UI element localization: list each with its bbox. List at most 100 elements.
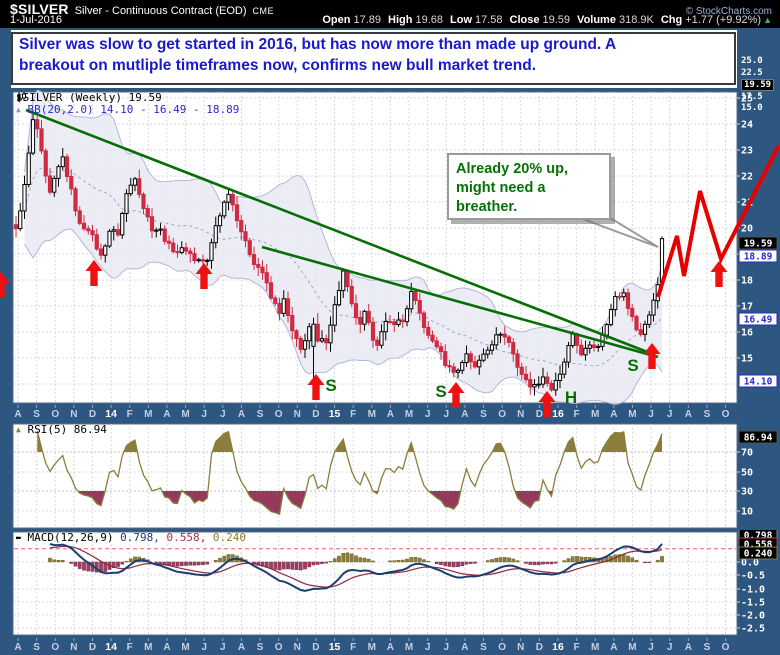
macd-hist-value: 0.240 xyxy=(212,531,247,544)
svg-text:16: 16 xyxy=(741,328,753,339)
candlestick xyxy=(107,230,112,247)
candlestick xyxy=(64,156,70,178)
chg-value: +1.77 (+9.92%) xyxy=(685,14,762,26)
svg-text:J: J xyxy=(443,409,449,420)
axis-value-box: 16.49 xyxy=(738,312,778,326)
candlestick xyxy=(387,320,393,323)
candlestick xyxy=(77,210,82,224)
note-axis-tick: 25.0 xyxy=(741,56,763,66)
volume-value: 318.9K xyxy=(618,14,654,26)
svg-text:-0.5: -0.5 xyxy=(741,571,765,582)
svg-text:N: N xyxy=(294,409,301,420)
svg-text:M: M xyxy=(591,642,599,653)
bollinger-band xyxy=(24,90,662,405)
candlestick xyxy=(540,376,546,385)
candlestick xyxy=(426,326,431,336)
candlestick xyxy=(294,330,299,340)
svg-text:A: A xyxy=(685,642,692,653)
svg-text:J: J xyxy=(667,642,673,653)
svg-text:M: M xyxy=(368,642,376,653)
svg-text:23: 23 xyxy=(741,146,753,157)
candlestick xyxy=(438,346,444,353)
candlestick xyxy=(477,359,482,368)
candlestick xyxy=(273,297,278,304)
svg-text:30: 30 xyxy=(741,487,753,498)
candlestick xyxy=(430,334,435,342)
candlestick xyxy=(621,292,626,298)
svg-text:S: S xyxy=(257,409,264,420)
candlestick xyxy=(234,204,240,222)
candlestick xyxy=(35,119,40,130)
svg-text:F: F xyxy=(574,409,580,420)
up-arrow-annotation xyxy=(643,343,661,369)
svg-text:J: J xyxy=(667,409,673,420)
candlestick xyxy=(481,353,486,361)
candlestick xyxy=(421,312,427,328)
candlestick xyxy=(536,383,541,386)
candlestick xyxy=(86,228,91,232)
candlestick xyxy=(175,251,180,254)
exchange-label: CME xyxy=(252,6,274,16)
candlestick xyxy=(358,316,363,325)
candlestick xyxy=(196,259,201,262)
candlestick xyxy=(341,270,346,292)
up-arrow-annotation xyxy=(307,374,325,400)
candlestick xyxy=(604,324,609,336)
svg-text:0.558: 0.558 xyxy=(744,540,773,551)
axis-value-box: 0.240 xyxy=(738,546,778,560)
svg-text:18: 18 xyxy=(741,276,753,287)
svg-text:F: F xyxy=(127,642,133,653)
svg-text:19.59: 19.59 xyxy=(744,239,773,250)
svg-text:S: S xyxy=(704,642,711,653)
candlestick xyxy=(570,333,575,347)
candlestick xyxy=(515,353,520,368)
candlestick xyxy=(464,353,469,364)
candlestick xyxy=(336,290,342,306)
svg-text:A: A xyxy=(14,642,21,653)
svg-text:M: M xyxy=(591,409,599,420)
candlestick xyxy=(137,178,142,195)
candlestick xyxy=(56,166,61,179)
candlestick xyxy=(417,300,422,314)
instrument-title: Silver - Continuous Contract (EOD) xyxy=(74,5,247,17)
macd-value: 0.798, xyxy=(120,531,160,544)
candlestick xyxy=(47,175,53,193)
high-label: High xyxy=(388,14,413,26)
low-value: 17.58 xyxy=(475,14,503,26)
svg-text:50: 50 xyxy=(741,468,753,479)
macd-legend: ▬ MACD(12,26,9) 0.798, 0.558, 0.240 xyxy=(16,531,246,544)
svg-text:0.0: 0.0 xyxy=(741,558,759,569)
candlestick xyxy=(625,292,631,309)
candlestick xyxy=(349,286,354,305)
svg-text:F: F xyxy=(127,409,133,420)
chart-header: $SILVER Silver - Continuous Contract (EO… xyxy=(0,0,780,28)
open-value: 17.89 xyxy=(353,14,382,26)
month-axis-labels: A S O N D 14 F M A M J J A S O N D 15 F M A M J J A S O N D 16 F M A M J J A… xyxy=(14,405,730,420)
candlestick xyxy=(183,247,189,252)
candlestick xyxy=(290,314,295,332)
rsi-line xyxy=(36,430,663,516)
svg-text:S: S xyxy=(704,409,711,420)
candlestick xyxy=(353,303,359,318)
candlestick xyxy=(60,156,65,168)
candlestick xyxy=(489,344,495,351)
candlestick xyxy=(638,329,643,335)
svg-text:15: 15 xyxy=(329,641,341,653)
rsi-legend-text: RSI(5) 86.94 xyxy=(27,423,107,436)
candlestick xyxy=(392,321,397,326)
candlestick xyxy=(128,184,133,195)
macd-name: MACD(12,26,9) xyxy=(27,531,114,544)
up-arrow-annotation xyxy=(195,263,213,289)
svg-text:A: A xyxy=(163,642,170,653)
svg-text:J: J xyxy=(220,409,226,420)
candlestick xyxy=(319,338,325,342)
chg-label: Chg xyxy=(660,14,683,26)
candlestick xyxy=(43,150,48,177)
candlestick xyxy=(98,248,104,256)
main-legend-symbol: $SILVER (Weekly) 19.59 xyxy=(16,91,162,104)
candlestick xyxy=(553,379,558,391)
svg-text:A: A xyxy=(387,642,394,653)
candlestick xyxy=(69,176,74,190)
callout-annotation: Already 20% up, might need a breather. xyxy=(447,153,611,220)
svg-text:16: 16 xyxy=(552,408,564,420)
